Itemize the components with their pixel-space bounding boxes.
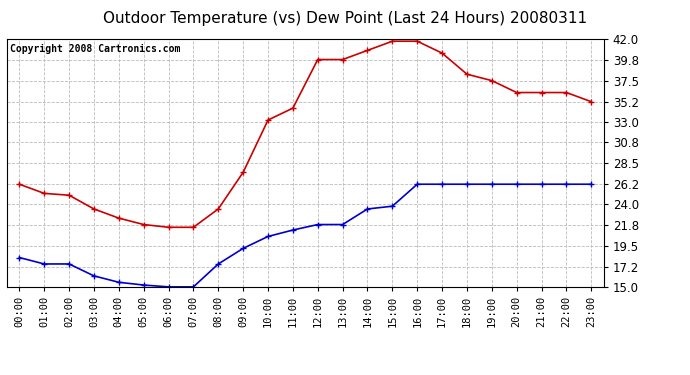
Text: Outdoor Temperature (vs) Dew Point (Last 24 Hours) 20080311: Outdoor Temperature (vs) Dew Point (Last… <box>103 11 587 26</box>
Text: Copyright 2008 Cartronics.com: Copyright 2008 Cartronics.com <box>10 44 180 54</box>
